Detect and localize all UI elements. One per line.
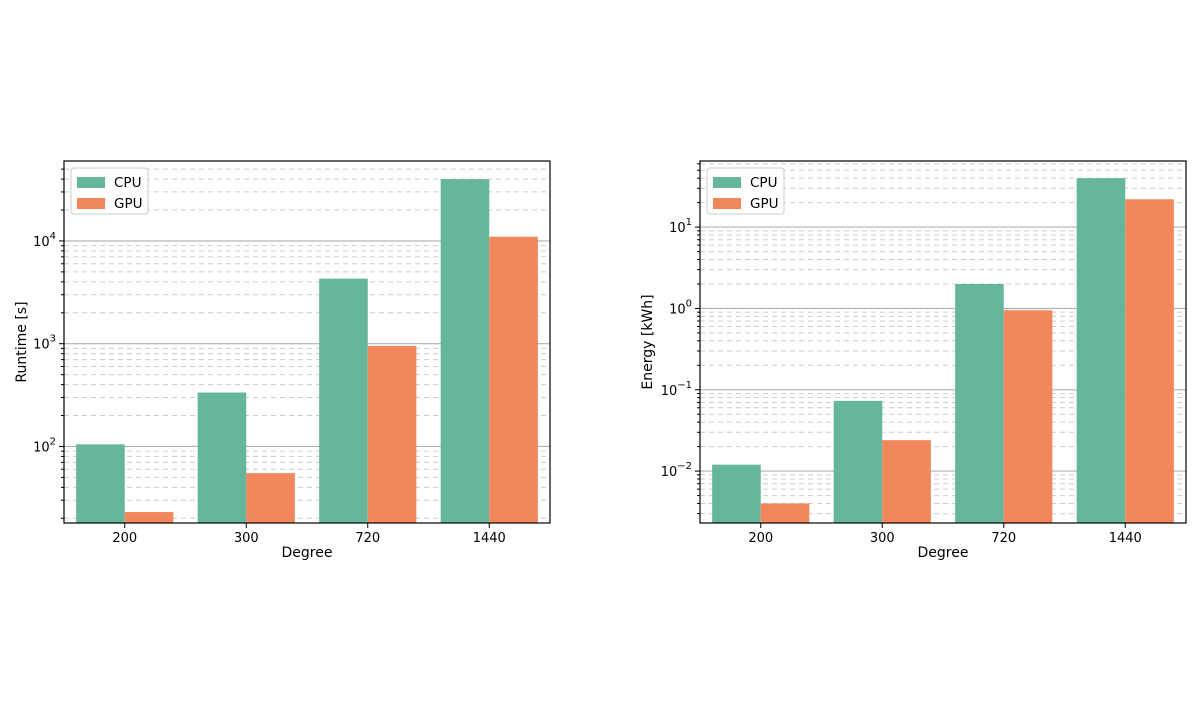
energy-chart: 10−2 10−1 100 101 200 300 720 1440 Degree Energy …: [640, 160, 1187, 561]
bars: [712, 178, 1174, 523]
bar-cpu-1440: [1076, 178, 1126, 523]
y-tick-label: 104: [33, 231, 56, 250]
legend-label-cpu: CPU: [750, 175, 777, 191]
legend-swatch-gpu: [77, 198, 105, 209]
x-tick-label: 300: [234, 531, 259, 546]
bar-cpu-720: [319, 278, 368, 523]
x-tick-label: 720: [355, 531, 380, 546]
bar-gpu-1440: [489, 236, 538, 523]
bar-cpu-300: [197, 392, 247, 523]
bar-gpu-200: [760, 503, 810, 523]
x-tick-label: 300: [870, 531, 895, 546]
legend-label-gpu: GPU: [750, 196, 778, 212]
bar-cpu-720: [955, 283, 1004, 523]
y-tick-label: 100: [669, 298, 692, 317]
legend-swatch-cpu: [713, 177, 741, 188]
legend-label-cpu: CPU: [114, 175, 141, 191]
bar-gpu-300: [246, 473, 295, 523]
y-axis-label: Energy [kWh]: [640, 294, 656, 389]
x-axis: 200 300 720 1440: [748, 523, 1142, 546]
bar-cpu-200: [76, 444, 125, 523]
legend-label-gpu: GPU: [114, 196, 142, 212]
x-tick-label: 200: [112, 531, 137, 546]
bar-cpu-300: [833, 400, 883, 523]
y-axis-label: Runtime [s]: [14, 301, 30, 382]
y-tick-label: 101: [669, 217, 692, 236]
bar-cpu-200: [712, 464, 761, 523]
bar-gpu-1440: [1125, 199, 1174, 523]
x-tick-label: 1440: [1109, 531, 1142, 546]
x-tick-label: 1440: [473, 531, 506, 546]
plot-frame: [699, 160, 1187, 524]
legend-swatch-cpu: [77, 177, 105, 188]
x-tick-label: 200: [748, 531, 773, 546]
y-axis: 10−2 10−1 100 101: [661, 163, 700, 515]
bars: [76, 179, 538, 523]
y-tick-label: 102: [33, 436, 56, 455]
runtime-chart: 102 103 104 200 300 720 1440 Degree Runtime [s] C…: [14, 160, 551, 561]
y-tick-label: 103: [33, 334, 56, 353]
y-tick-label: 10−1: [661, 380, 692, 399]
x-axis-label: Degree: [918, 545, 969, 561]
bar-gpu-300: [882, 440, 931, 523]
legend: CPU GPU: [706, 167, 785, 215]
legend: CPU GPU: [70, 167, 149, 215]
y-tick-label: 10−2: [661, 461, 692, 480]
x-tick-label: 720: [991, 531, 1016, 546]
bar-cpu-1440: [440, 179, 490, 523]
bar-gpu-720: [367, 346, 417, 523]
bar-gpu-200: [124, 512, 174, 523]
bar-gpu-720: [1003, 310, 1053, 523]
x-axis-label: Degree: [282, 545, 333, 561]
y-axis: 102 103 104: [33, 168, 64, 519]
plot-frame: [63, 160, 551, 524]
legend-swatch-gpu: [713, 198, 741, 209]
x-axis: 200 300 720 1440: [112, 523, 506, 546]
